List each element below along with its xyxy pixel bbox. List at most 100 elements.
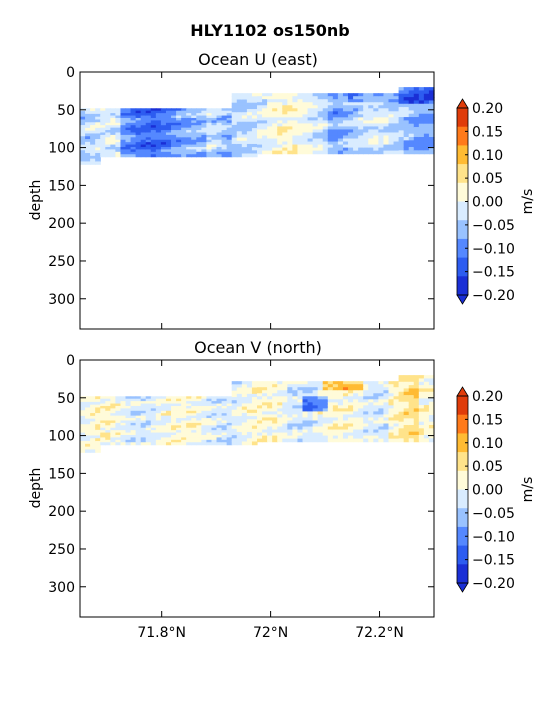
heatmap-cell [287,432,293,437]
heatmap-cell [130,422,137,426]
heatmap-cell [80,424,86,428]
heatmap-cell [257,105,263,109]
heatmap-cell [171,132,177,136]
heatmap-cell [257,120,263,124]
heatmap-cell [403,378,410,383]
heatmap-cell [105,125,111,129]
heatmap-cell [171,408,177,412]
heatmap-cell [80,404,86,409]
heatmap-cell [363,111,369,115]
x-tick-label: 71.8°N [137,625,186,641]
heatmap-cell [262,438,268,443]
heatmap-cell [272,396,278,400]
heatmap-cell [95,421,101,425]
heatmap-cell [337,108,344,112]
heatmap-cell [302,393,309,397]
heatmap-cell [150,139,157,143]
heatmap-cell [408,378,415,383]
colorbar-tick-label: −0.05 [472,218,515,234]
heatmap-cell [150,403,157,407]
heatmap-cell [105,132,111,136]
heatmap-cell [418,87,425,92]
heatmap-cell [150,415,157,419]
heatmap-cell [353,408,359,412]
heatmap-cell [257,381,263,385]
heatmap-cell [418,117,425,121]
heatmap-cell [393,381,400,385]
heatmap-cell [191,427,197,431]
heatmap-cell [246,409,253,414]
heatmap-cell [297,411,304,416]
heatmap-cell [231,390,238,395]
heatmap-cell [398,127,405,131]
heatmap-cell [388,111,395,115]
heatmap-cell [327,111,334,115]
heatmap-cell [373,117,379,121]
heatmap-cell [388,438,395,443]
heatmap-cell [181,127,187,131]
heatmap-cell [388,408,395,412]
y-tick-label: 0 [66,353,75,369]
heatmap-cell [337,426,344,431]
heatmap-cell [140,405,147,409]
heatmap-cell [231,403,238,408]
heatmap-cell [100,154,106,158]
heatmap-cell [388,420,395,425]
heatmap-cell [393,408,400,412]
heatmap-cell [373,429,379,434]
heatmap-cell [115,420,122,424]
heatmap-cell [221,403,228,407]
heatmap-cell [181,120,187,124]
heatmap-cell [110,408,116,412]
heatmap-cell [403,415,410,419]
heatmap-cell [297,126,304,131]
heatmap-cell [165,425,172,429]
heatmap-cell [160,108,167,112]
heatmap-cell [216,127,223,131]
heatmap-cell [302,390,309,394]
heatmap-cell [186,137,192,141]
heatmap-cell [140,418,147,422]
heatmap-cell [211,405,218,409]
heatmap-cell [287,396,293,400]
heatmap-cell [216,437,223,441]
heatmap-cell [201,146,208,150]
heatmap-cell [327,399,334,403]
heatmap-cell [165,127,172,131]
heatmap-cell [130,410,137,414]
heatmap-cell [378,396,385,400]
heatmap-cell [277,147,283,152]
heatmap-cell [327,93,334,97]
heatmap-cell [90,116,96,121]
heatmap-cell [388,141,395,146]
heatmap-cell [277,144,283,149]
heatmap-cell [115,154,122,158]
heatmap-cell [160,151,167,155]
heatmap-cell [277,381,283,385]
heatmap-cell [348,405,354,409]
heatmap-cell [267,108,273,112]
heatmap-cell [428,127,435,131]
heatmap-cell [353,387,359,391]
heatmap-cell [140,125,147,129]
heatmap-cell [428,87,435,92]
heatmap-cell [80,147,86,151]
heatmap-cell [115,139,122,143]
heatmap-cell [353,126,359,131]
heatmap-cell [403,425,410,429]
heatmap-cell [236,381,243,385]
colorbar-segment [457,145,468,165]
heatmap-cell [297,141,304,146]
heatmap-cell [373,384,379,388]
heatmap-cell [176,415,182,419]
heatmap-cell [125,432,132,436]
heatmap-cell [413,146,420,151]
heatmap-cell [373,381,379,385]
heatmap-cell [363,429,369,434]
heatmap-cell [358,117,364,121]
heatmap-cell [408,110,415,115]
colorbar-extend-bottom [456,294,469,305]
heatmap-cell [312,432,319,437]
heatmap-cell [393,138,400,143]
heatmap-cell [297,108,304,112]
